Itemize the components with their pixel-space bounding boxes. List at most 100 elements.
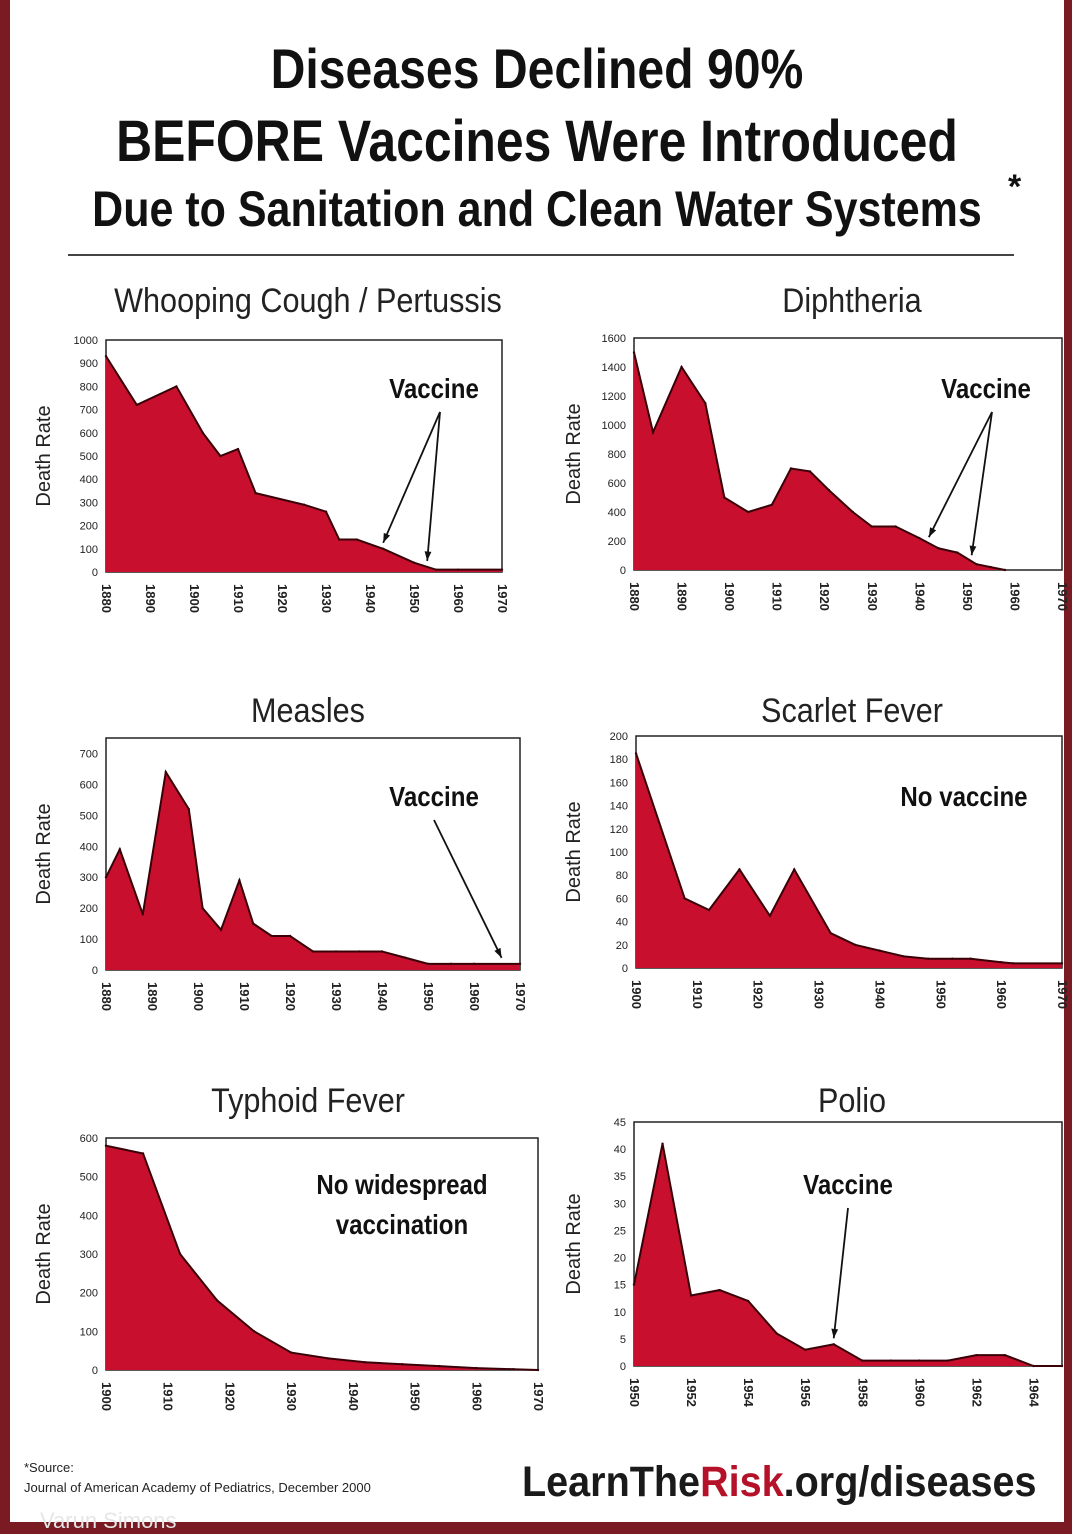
vaccine-arrow [433, 819, 503, 959]
x-tick-label: 1930 [319, 584, 334, 613]
arrow-head [383, 532, 391, 543]
data-point [902, 955, 905, 958]
y-tick-label: 180 [610, 754, 628, 766]
x-tick-label: 1920 [222, 1382, 237, 1411]
data-point [536, 1368, 540, 1372]
data-point [808, 470, 812, 473]
y-tick-label: 200 [80, 1288, 98, 1300]
y-tick-label: 300 [80, 1249, 98, 1261]
y-tick-label: 500 [80, 451, 98, 463]
data-point [456, 568, 460, 571]
x-tick-label: 1910 [770, 582, 785, 611]
y-tick-label: 1200 [602, 391, 626, 403]
x-tick-label: 1910 [237, 982, 252, 1011]
data-point [1060, 962, 1064, 965]
y-tick-label: 35 [614, 1171, 626, 1183]
y-tick-label: 500 [80, 1172, 98, 1184]
y-tick-label: 40 [616, 917, 628, 929]
data-point [512, 1368, 515, 1371]
data-point [426, 962, 430, 966]
infographic: Diseases Declined 90% BEFORE Vaccines We… [10, 0, 1070, 1533]
data-point [104, 876, 108, 879]
chart-whooping-cough: Whooping Cough / Pertussis 0 100 200 300 400 5… [33, 282, 510, 613]
source-note: *Source: Journal of American Academy of … [24, 1458, 371, 1498]
chart-title: Polio [818, 1082, 886, 1120]
data-point [704, 402, 707, 405]
data-point [775, 1332, 778, 1335]
y-tick-label: 400 [80, 474, 98, 486]
x-tick-label: 1930 [812, 980, 827, 1009]
chart-title: Whooping Cough / Pertussis [114, 282, 502, 320]
data-point [382, 547, 385, 550]
data-point [789, 467, 793, 470]
x-tick-label: 1890 [143, 584, 158, 613]
y-axis-label: Death Rate [563, 1193, 585, 1294]
arrow-head [494, 947, 502, 958]
data-point [500, 568, 504, 571]
y-tick-label: 45 [614, 1117, 626, 1129]
data-point [380, 950, 384, 953]
data-point [956, 551, 959, 554]
x-tick-label: 1920 [275, 584, 290, 613]
data-point [104, 355, 108, 358]
data-point [475, 1366, 478, 1370]
area-outline [633, 1143, 1062, 1367]
data-point [989, 565, 992, 569]
data-point [723, 496, 726, 499]
x-tick-label: 1940 [872, 980, 887, 1009]
y-tick-label: 0 [620, 1361, 626, 1373]
data-point [718, 1288, 721, 1292]
x-tick-label: 1930 [329, 982, 344, 1011]
x-tick-label: 1970 [513, 982, 528, 1011]
y-tick-label: 800 [608, 449, 626, 461]
x-tick-label: 1958 [855, 1378, 870, 1407]
y-tick-label: 1000 [602, 420, 626, 432]
x-tick-label: 1950 [407, 584, 422, 613]
data-point [236, 447, 240, 451]
data-point [324, 510, 328, 513]
data-point [632, 1283, 636, 1286]
data-point [135, 403, 138, 407]
data-point [870, 525, 873, 528]
y-tick-label: 20 [614, 1253, 626, 1265]
x-tick-label: 1920 [283, 982, 298, 1011]
brand-url-link[interactable]: LearnTheRisk.org/diseases [522, 1458, 1037, 1507]
x-tick-label: 1962 [969, 1378, 984, 1407]
arrow-head [969, 545, 977, 556]
x-tick-label: 1890 [675, 582, 690, 611]
y-tick-label: 20 [616, 940, 628, 952]
area-outline [105, 355, 502, 571]
data-point [219, 454, 222, 458]
data-point [401, 1363, 404, 1366]
data-point [1012, 962, 1015, 965]
y-tick-label: 400 [608, 507, 626, 519]
data-point [851, 510, 854, 514]
area-outline [635, 753, 1062, 965]
headline-line-2: BEFORE Vaccines Were Introduced [116, 109, 958, 174]
x-tick-label: 1900 [191, 982, 206, 1011]
data-point [878, 949, 881, 952]
data-point [768, 914, 772, 917]
data-point [357, 950, 361, 953]
y-tick-label: 120 [610, 824, 628, 836]
data-point [302, 503, 306, 506]
x-tick-label: 1890 [145, 982, 160, 1011]
x-tick-label: 1960 [451, 584, 466, 613]
y-tick-label: 900 [80, 358, 98, 370]
data-point [355, 538, 358, 541]
data-point [141, 913, 144, 916]
arrow-head [831, 1328, 839, 1339]
data-point [1003, 568, 1007, 572]
x-tick-label: 1930 [865, 582, 880, 611]
y-tick-label: 0 [92, 1365, 98, 1377]
data-point [683, 897, 686, 900]
data-point [434, 568, 438, 571]
data-point [951, 957, 954, 960]
data-point [926, 957, 930, 960]
data-point [853, 943, 857, 946]
brand-highlight: Risk [700, 1458, 784, 1506]
data-point [918, 1359, 921, 1362]
area-fill [636, 753, 1062, 968]
data-point [969, 957, 972, 960]
x-tick-label: 1956 [798, 1378, 813, 1407]
